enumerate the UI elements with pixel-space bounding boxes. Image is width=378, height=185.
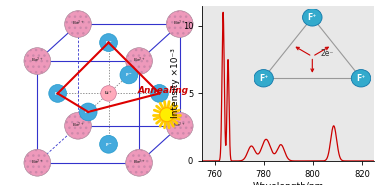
Text: Ba$^{2+}$: Ba$^{2+}$ [133, 157, 145, 166]
Circle shape [79, 103, 97, 121]
Circle shape [65, 112, 91, 139]
Text: Ba$^{2+}$: Ba$^{2+}$ [72, 18, 84, 28]
Circle shape [150, 85, 168, 102]
Circle shape [100, 135, 118, 153]
X-axis label: Wavelength/nm: Wavelength/nm [253, 182, 324, 185]
Text: F$^-$: F$^-$ [84, 108, 92, 115]
Circle shape [126, 48, 152, 74]
Circle shape [65, 11, 91, 37]
Y-axis label: Intensity ×10⁻³: Intensity ×10⁻³ [171, 48, 180, 118]
Circle shape [166, 112, 193, 139]
Circle shape [49, 85, 67, 102]
Text: Ba$^{2+}$: Ba$^{2+}$ [72, 120, 84, 130]
Circle shape [100, 34, 118, 51]
Text: Ba$^{2+}$: Ba$^{2+}$ [133, 56, 145, 65]
Text: F$^-$: F$^-$ [125, 71, 133, 78]
Circle shape [166, 11, 193, 37]
Text: F$^-$: F$^-$ [105, 141, 113, 148]
Circle shape [24, 149, 51, 176]
Text: Ba$^{2+}$: Ba$^{2+}$ [174, 18, 186, 28]
Text: F$^-$: F$^-$ [155, 90, 163, 97]
Circle shape [101, 86, 116, 101]
Text: Ba$^{2+}$: Ba$^{2+}$ [31, 157, 43, 166]
Text: Ba$^{2+}$: Ba$^{2+}$ [31, 56, 43, 65]
Circle shape [160, 108, 174, 122]
Text: F$^-$: F$^-$ [54, 90, 62, 97]
Circle shape [24, 48, 51, 74]
Text: Ba$^{2+}$: Ba$^{2+}$ [174, 120, 186, 130]
Text: Annealing: Annealing [138, 86, 189, 95]
Circle shape [126, 149, 152, 176]
Text: F$^-$: F$^-$ [105, 39, 113, 46]
Text: Li$^+$: Li$^+$ [104, 90, 113, 97]
Circle shape [120, 66, 138, 84]
